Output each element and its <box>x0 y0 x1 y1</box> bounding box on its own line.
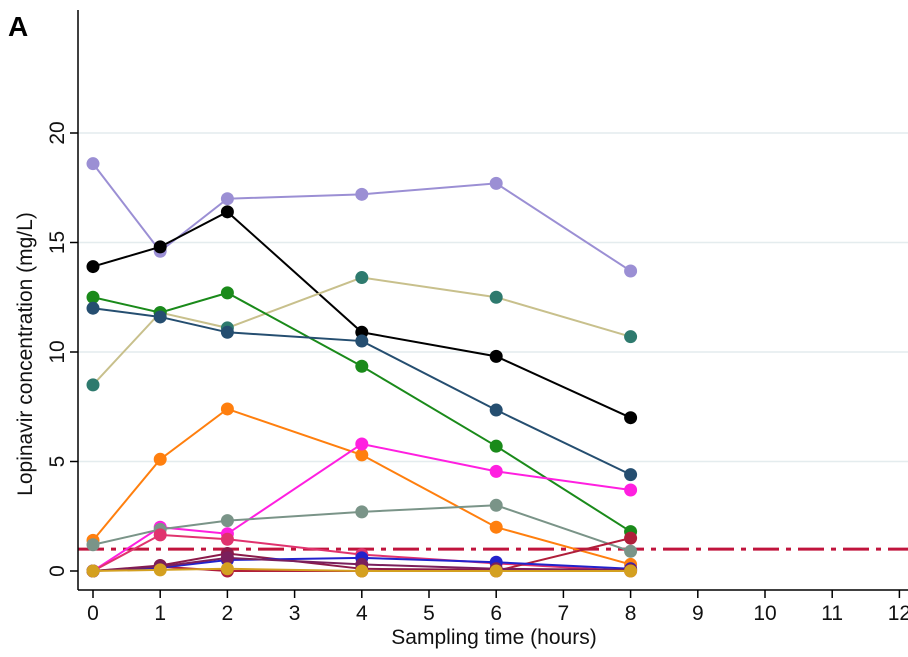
series-1-line <box>92 163 632 272</box>
series-layer <box>86 157 638 578</box>
series-6-line <box>92 407 631 566</box>
series-14-point-3 <box>220 562 234 576</box>
series-1-point-3 <box>220 192 234 206</box>
series-5-point-6 <box>624 468 638 482</box>
series-5-point-2 <box>153 310 167 324</box>
series-14-point-2 <box>153 563 167 577</box>
x-tick-label-7: 7 <box>558 602 570 625</box>
panel-label: A <box>8 11 28 42</box>
y-tick-label-5: 5 <box>46 456 69 468</box>
series-8-point-6 <box>624 544 638 558</box>
series-2-point-5 <box>489 349 503 363</box>
y-tick-label-10: 10 <box>46 340 69 363</box>
series-6-point-2 <box>153 452 167 466</box>
series-14-point-4 <box>355 564 369 578</box>
series-2-point-6 <box>624 411 638 425</box>
series-2-point-3 <box>220 205 234 219</box>
y-tick-label-20: 20 <box>46 121 69 144</box>
x-tick-label-3: 3 <box>289 602 301 625</box>
series-9-point-2 <box>153 528 167 542</box>
series-4-point-4 <box>355 359 369 373</box>
series-7-line <box>92 442 631 572</box>
series-7-point-5 <box>489 464 503 478</box>
series-5-point-5 <box>489 403 503 417</box>
x-tick-label-11: 11 <box>821 602 843 625</box>
series-3-point-4 <box>355 271 369 285</box>
series-1-point-1 <box>86 157 100 171</box>
series-4 <box>86 286 638 539</box>
series-7-point-6 <box>624 483 638 497</box>
series-8-line <box>92 504 631 553</box>
series-14-point-6 <box>624 564 638 578</box>
series-4-line <box>92 291 632 533</box>
series-14-point-5 <box>489 564 503 578</box>
series-2-point-1 <box>86 260 100 274</box>
x-tick-label-2: 2 <box>222 602 234 625</box>
series-3-point-5 <box>489 290 503 304</box>
series-3-line <box>92 276 631 386</box>
series-14-point-1 <box>86 564 100 578</box>
x-tick-label-8: 8 <box>625 602 637 625</box>
series-14-line <box>92 567 631 572</box>
series-1-point-4 <box>355 187 369 201</box>
series-14 <box>86 562 638 578</box>
series-6-point-3 <box>220 402 234 416</box>
series-1-point-6 <box>624 264 638 278</box>
series-4-point-3 <box>220 286 234 300</box>
x-axis-title: Sampling time (hours) <box>391 626 596 649</box>
series-5 <box>86 301 638 482</box>
y-axis-title: Lopinavir concentration (mg/L) <box>14 212 37 496</box>
series-8-point-5 <box>489 498 503 512</box>
series-4-point-1 <box>86 290 100 304</box>
series-5-point-1 <box>86 301 100 315</box>
series-6 <box>86 402 638 571</box>
series-8-point-1 <box>86 538 100 552</box>
x-tick-label-4: 4 <box>356 602 368 625</box>
gridlines <box>78 132 908 463</box>
series-13-point-3 <box>220 551 234 565</box>
x-tick-label-12: 12 <box>888 602 908 625</box>
x-tick-label-5: 5 <box>423 602 435 625</box>
series-4-point-5 <box>489 439 503 453</box>
y-tick-label-0: 0 <box>46 565 69 577</box>
series-13-line <box>92 556 631 572</box>
x-tick-label-0: 0 <box>87 602 99 625</box>
series-5-point-3 <box>220 325 234 339</box>
series-8-point-3 <box>220 514 234 528</box>
series-2-point-2 <box>153 240 167 254</box>
series-1 <box>86 157 638 278</box>
series-3-point-6 <box>624 330 638 344</box>
x-tick-label-6: 6 <box>490 602 502 625</box>
y-tick-label-15: 15 <box>46 231 69 254</box>
x-tick-label-9: 9 <box>692 602 704 625</box>
series-3-point-1 <box>86 378 100 392</box>
series-8 <box>86 498 638 558</box>
series-1-point-5 <box>489 176 503 190</box>
series-9-point-3 <box>220 532 234 546</box>
series-5-point-4 <box>355 334 369 348</box>
series-10-point-6 <box>624 531 638 545</box>
series-6-point-5 <box>489 520 503 534</box>
series-6-point-4 <box>355 448 369 462</box>
series-8-point-4 <box>355 505 369 519</box>
series-5-line <box>92 307 632 476</box>
x-tick-label-10: 10 <box>753 602 776 625</box>
x-tick-label-1: 1 <box>154 602 166 625</box>
series-7-point-4 <box>355 437 369 451</box>
series-2-line <box>92 210 632 419</box>
